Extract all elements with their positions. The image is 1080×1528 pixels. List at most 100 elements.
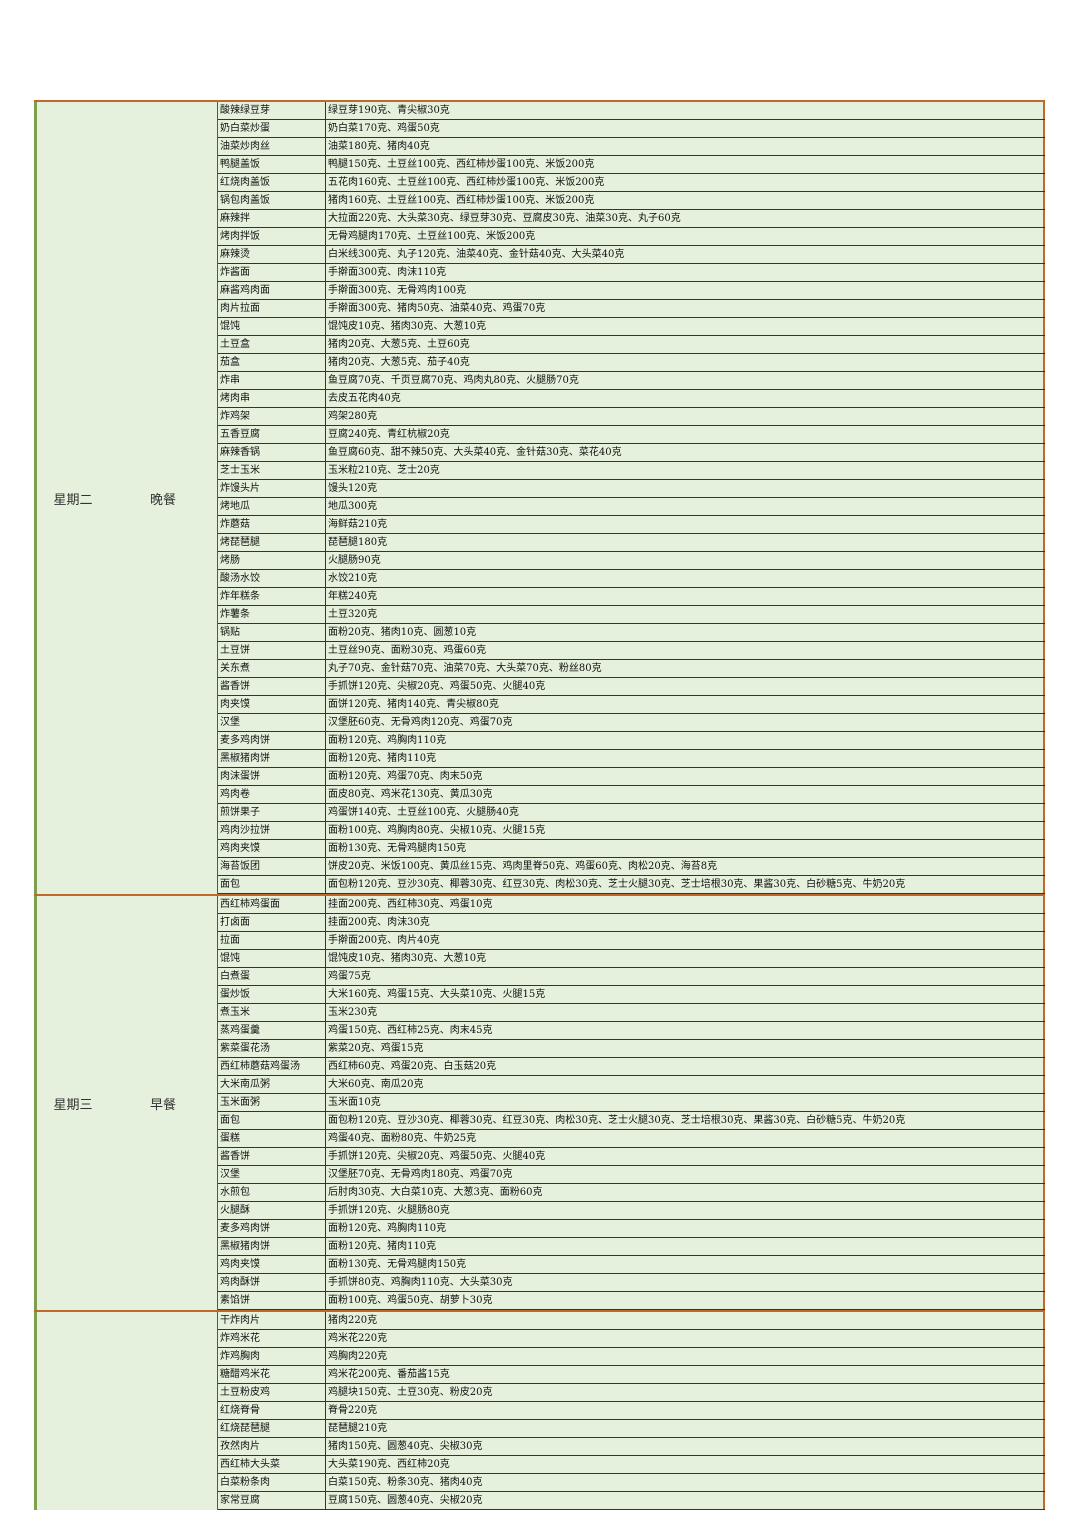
- ingredients-cell: 大米60克、南瓜20克: [326, 1076, 1045, 1093]
- ingredients-cell: 面粉130克、无骨鸡腿肉150克: [326, 840, 1045, 857]
- day-cell: 星期三: [34, 896, 110, 1310]
- ingredients-cell: 鸡米花200克、番茄酱15克: [326, 1366, 1045, 1383]
- ingredients-cell: 土豆320克: [326, 606, 1045, 623]
- table-row: 炸蘑菇 海鲜菇210克: [218, 516, 1045, 534]
- dish-name-cell: 红烧琵琶腿: [218, 1420, 326, 1437]
- table-row: 烤肠 火腿肠90克: [218, 552, 1045, 570]
- dish-name-cell: 蒸鸡蛋羹: [218, 1022, 326, 1039]
- ingredients-cell: 地瓜300克: [326, 498, 1045, 515]
- dish-name-cell: 海苔饭团: [218, 858, 326, 875]
- table-row: 麦多鸡肉饼 面粉120克、鸡胸肉110克: [218, 1220, 1045, 1238]
- ingredients-cell: 琵琶腿210克: [326, 1420, 1045, 1437]
- dish-name-cell: 炸鸡架: [218, 408, 326, 425]
- dish-name-cell: 打卤面: [218, 914, 326, 931]
- ingredients-cell: 面粉130克、无骨鸡腿肉150克: [326, 1256, 1045, 1273]
- table-row: 炸馒头片 馒头120克: [218, 480, 1045, 498]
- dish-name-cell: 玉米面粥: [218, 1094, 326, 1111]
- ingredients-cell: 鸡架280克: [326, 408, 1045, 425]
- ingredients-cell: 鸡蛋饼140克、土豆丝100克、火腿肠40克: [326, 804, 1045, 821]
- table-row: 炸年糕条 年糕240克: [218, 588, 1045, 606]
- table-row: 鸡肉沙拉饼 面粉100克、鸡胸肉80克、尖椒10克、火腿15克: [218, 822, 1045, 840]
- dish-name-cell: 锅贴: [218, 624, 326, 641]
- dish-name-cell: 关东煮: [218, 660, 326, 677]
- dish-name-cell: 煮玉米: [218, 1004, 326, 1021]
- table-row: 素馅饼 面粉100克、鸡蛋50克、胡萝卜30克: [218, 1292, 1045, 1310]
- ingredients-cell: 手抓饼120克、火腿肠80克: [326, 1202, 1045, 1219]
- ingredients-cell: 馄饨皮10克、猪肉30克、大葱10克: [326, 318, 1045, 335]
- ingredients-cell: 大头菜190克、西红柿20克: [326, 1456, 1045, 1473]
- dish-name-cell: 麦多鸡肉饼: [218, 1220, 326, 1237]
- table-row: 麻辣烫 白米线300克、丸子120克、油菜40克、金针菇40克、大头菜40克: [218, 246, 1045, 264]
- table-row: 炸薯条 土豆320克: [218, 606, 1045, 624]
- dish-name-cell: 油菜炒肉丝: [218, 138, 326, 155]
- dish-name-cell: 水煎包: [218, 1184, 326, 1201]
- dish-name-cell: 酱香饼: [218, 678, 326, 695]
- table-row: 拉面 手擀面200克、肉片40克: [218, 932, 1045, 950]
- ingredients-cell: 面粉120克、猪肉110克: [326, 1238, 1045, 1255]
- dish-name-cell: 汉堡: [218, 1166, 326, 1183]
- dish-name-cell: 炸鸡胸肉: [218, 1348, 326, 1365]
- dish-name-cell: 蛋炒饭: [218, 986, 326, 1003]
- ingredients-cell: 豆腐150克、圆葱40克、尖椒20克: [326, 1492, 1045, 1509]
- table-row: 玉米面粥 玉米面10克: [218, 1094, 1045, 1112]
- ingredients-cell: 面皮80克、鸡米花130克、黄瓜30克: [326, 786, 1045, 803]
- day-cell: 星期二: [34, 102, 110, 894]
- table-row: 海苔饭团 饼皮20克、米饭100克、黄瓜丝15克、鸡肉里脊50克、鸡蛋60克、肉松…: [218, 858, 1045, 876]
- dish-name-cell: 五香豆腐: [218, 426, 326, 443]
- ingredients-cell: 西红柿60克、鸡蛋20克、白玉菇20克: [326, 1058, 1045, 1075]
- table-row: 西红柿大头菜 大头菜190克、西红柿20克: [218, 1456, 1045, 1474]
- ingredients-cell: 猪肉150克、圆葱40克、尖椒30克: [326, 1438, 1045, 1455]
- dish-name-cell: 家常豆腐: [218, 1492, 326, 1509]
- ingredients-cell: 去皮五花肉40克: [326, 390, 1045, 407]
- dish-name-cell: 馄饨: [218, 950, 326, 967]
- ingredients-cell: 汉堡胚70克、无骨鸡肉180克、鸡蛋70克: [326, 1166, 1045, 1183]
- table-row: 酸辣绿豆芽 绿豆芽190克、青尖椒30克: [218, 102, 1045, 120]
- ingredients-cell: 鸡胸肉220克: [326, 1348, 1045, 1365]
- dish-name-cell: 炸鸡米花: [218, 1330, 326, 1347]
- ingredients-cell: 后肘肉30克、大白菜10克、大葱3克、面粉60克: [326, 1184, 1045, 1201]
- dish-name-cell: 麦多鸡肉饼: [218, 732, 326, 749]
- table-row: 麻辣香锅 鱼豆腐60克、甜不辣50克、大头菜40克、金针菇30克、菜花40克: [218, 444, 1045, 462]
- table-row: 鸡肉卷 面皮80克、鸡米花130克、黄瓜30克: [218, 786, 1045, 804]
- dish-name-cell: 酱香饼: [218, 1148, 326, 1165]
- table-row: 孜然肉片 猪肉150克、圆葱40克、尖椒30克: [218, 1438, 1045, 1456]
- table-row: 白煮蛋 鸡蛋75克: [218, 968, 1045, 986]
- ingredients-cell: 奶白菜170克、鸡蛋50克: [326, 120, 1045, 137]
- dish-name-cell: 黑椒猪肉饼: [218, 1238, 326, 1255]
- ingredients-cell: 猪肉160克、土豆丝100克、西红柿炒蛋100克、米饭200克: [326, 192, 1045, 209]
- ingredients-cell: 白米线300克、丸子120克、油菜40克、金针菇40克、大头菜40克: [326, 246, 1045, 263]
- table-row: 馄饨 馄饨皮10克、猪肉30克、大葱10克: [218, 318, 1045, 336]
- ingredients-cell: 面粉100克、鸡胸肉80克、尖椒10克、火腿15克: [326, 822, 1045, 839]
- table-row: 西红柿鸡蛋面 挂面200克、西红柿30克、鸡蛋10克: [218, 896, 1045, 914]
- ingredients-cell: 手擀面300克、无骨鸡肉100克: [326, 282, 1045, 299]
- dish-name-cell: 西红柿鸡蛋面: [218, 896, 326, 913]
- ingredients-cell: 手擀面200克、肉片40克: [326, 932, 1045, 949]
- table-row: 烤地瓜 地瓜300克: [218, 498, 1045, 516]
- table-row: 锅贴 面粉20克、猪肉10克、圆葱10克: [218, 624, 1045, 642]
- dish-name-cell: 鸡肉卷: [218, 786, 326, 803]
- dish-name-cell: 芝士玉米: [218, 462, 326, 479]
- ingredients-cell: 白菜150克、粉条30克、猪肉40克: [326, 1474, 1045, 1491]
- day-meal-block: 星期三 早餐 西红柿鸡蛋面 挂面200克、西红柿30克、鸡蛋10克 打卤面 挂面200克、…: [34, 894, 1045, 1310]
- table-row: 面包 面包粉120克、豆沙30克、椰蓉30克、红豆30克、肉松30克、芝士火腿30…: [218, 1112, 1045, 1130]
- dish-name-cell: 麻辣拌: [218, 210, 326, 227]
- dish-name-cell: 素馅饼: [218, 1292, 326, 1309]
- table-row: 肉沫蛋饼 面粉120克、鸡蛋70克、肉末50克: [218, 768, 1045, 786]
- ingredients-cell: 鸡米花220克: [326, 1330, 1045, 1347]
- table-row: 茄盒 猪肉20克、大葱5克、茄子40克: [218, 354, 1045, 372]
- dish-name-cell: 煎饼果子: [218, 804, 326, 821]
- ingredients-cell: 琵琶腿180克: [326, 534, 1045, 551]
- ingredients-cell: 馒头120克: [326, 480, 1045, 497]
- dish-name-cell: 西红柿蘑菇鸡蛋汤: [218, 1058, 326, 1075]
- table-row: 糖醋鸡米花 鸡米花200克、番茄酱15克: [218, 1366, 1045, 1384]
- ingredients-cell: 大拉面220克、大头菜30克、绿豆芽30克、豆腐皮30克、油菜30克、丸子60克: [326, 210, 1045, 227]
- table-row: 烤肉串 去皮五花肉40克: [218, 390, 1045, 408]
- table-row: 煮玉米 玉米230克: [218, 1004, 1045, 1022]
- meal-cell: [109, 1312, 218, 1510]
- dish-name-cell: 肉片拉面: [218, 300, 326, 317]
- table-row: 鸡肉酥饼 手抓饼80克、鸡胸肉110克、大头菜30克: [218, 1274, 1045, 1292]
- ingredients-cell: 鱼豆腐70克、千页豆腐70克、鸡肉丸80克、火腿肠70克: [326, 372, 1045, 389]
- dish-name-cell: 锅包肉盖饭: [218, 192, 326, 209]
- ingredients-cell: 大米160克、鸡蛋15克、大头菜10克、火腿15克: [326, 986, 1045, 1003]
- table-row: 炸鸡米花 鸡米花220克: [218, 1330, 1045, 1348]
